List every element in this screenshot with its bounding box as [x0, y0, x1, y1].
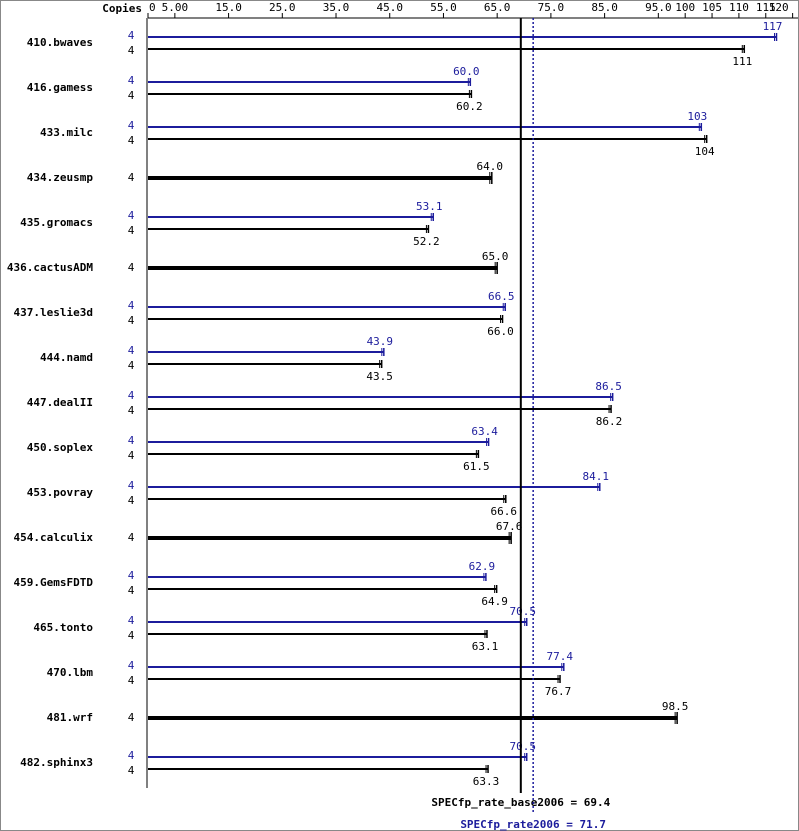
- reference-label: SPECfp_rate_base2006 = 69.4: [431, 796, 610, 809]
- benchmark-name: 416.gamess: [27, 81, 93, 94]
- copies-header: Copies: [102, 2, 142, 15]
- value-label: 103: [687, 110, 707, 123]
- copies: 4: [128, 261, 135, 274]
- benchmark-name: 470.lbm: [47, 666, 94, 679]
- value-label: 60.2: [456, 100, 483, 113]
- copies: 4: [128, 404, 135, 417]
- x-tick-label: 100: [675, 1, 695, 14]
- x-tick-label: 65.0: [484, 1, 511, 14]
- x-tick-label: 115: [756, 1, 776, 14]
- value-label: 84.1: [583, 470, 610, 483]
- x-tick-label: 45.0: [376, 1, 403, 14]
- value-label: 43.5: [366, 370, 393, 383]
- benchmark-name: 465.tonto: [33, 621, 93, 634]
- copies: 4: [128, 314, 135, 327]
- copies: 4: [128, 629, 135, 642]
- value-label: 66.6: [491, 505, 518, 518]
- benchmark-name: 410.bwaves: [27, 36, 93, 49]
- benchmark-name: 435.gromacs: [20, 216, 93, 229]
- value-label: 60.0: [453, 65, 480, 78]
- copies: 4: [128, 764, 135, 777]
- benchmark-name: 433.milc: [40, 126, 93, 139]
- copies: 4: [128, 389, 135, 402]
- value-label: 86.5: [595, 380, 622, 393]
- copies: 4: [128, 584, 135, 597]
- copies: 4: [128, 359, 135, 372]
- x-tick-label: 5.00: [162, 1, 189, 14]
- value-label: 111: [732, 55, 752, 68]
- reference-label: SPECfp_rate2006 = 71.7: [460, 818, 606, 831]
- benchmark-name: 459.GemsFDTD: [14, 576, 94, 589]
- value-label: 63.3: [473, 775, 500, 788]
- value-label: 43.9: [367, 335, 394, 348]
- value-label: 64.9: [481, 595, 508, 608]
- copies: 4: [128, 119, 135, 132]
- value-label: 52.2: [413, 235, 440, 248]
- value-label: 66.5: [488, 290, 515, 303]
- x-tick-label: 105: [702, 1, 722, 14]
- value-label: 66.0: [487, 325, 514, 338]
- copies: 4: [128, 344, 135, 357]
- copies: 4: [128, 171, 135, 184]
- value-label: 86.2: [596, 415, 623, 428]
- benchmark-name: 454.calculix: [14, 531, 94, 544]
- value-label: 70.5: [509, 740, 536, 753]
- x-tick-label: 85.0: [591, 1, 618, 14]
- copies: 4: [128, 674, 135, 687]
- value-label: 63.1: [472, 640, 499, 653]
- value-label: 63.4: [471, 425, 498, 438]
- value-label: 64.0: [477, 160, 504, 173]
- value-label: 98.5: [662, 700, 689, 713]
- x-tick-label: 35.0: [323, 1, 350, 14]
- copies: 4: [128, 449, 135, 462]
- copies: 4: [128, 29, 135, 42]
- copies: 4: [128, 74, 135, 87]
- value-label: 62.9: [469, 560, 496, 573]
- benchmark-name: 437.leslie3d: [14, 306, 93, 319]
- copies: 4: [128, 614, 135, 627]
- copies: 4: [128, 89, 135, 102]
- copies: 4: [128, 134, 135, 147]
- value-label: 70.5: [509, 605, 536, 618]
- benchmark-name: 450.soplex: [27, 441, 94, 454]
- copies: 4: [128, 224, 135, 237]
- value-label: 65.0: [482, 250, 509, 263]
- value-label: 117: [763, 20, 783, 33]
- value-label: 104: [695, 145, 715, 158]
- copies: 4: [128, 531, 135, 544]
- x-tick-label: 15.0: [215, 1, 242, 14]
- benchmark-name: 434.zeusmp: [27, 171, 94, 184]
- benchmark-name: 453.povray: [27, 486, 94, 499]
- x-tick-label: 75.0: [538, 1, 565, 14]
- benchmark-name: 482.sphinx3: [20, 756, 93, 769]
- value-label: 77.4: [547, 650, 574, 663]
- value-label: 67.6: [496, 520, 523, 533]
- copies: 4: [128, 749, 135, 762]
- copies: 4: [128, 299, 135, 312]
- x-tick-label: 95.0: [645, 1, 672, 14]
- copies: 4: [128, 44, 135, 57]
- copies: 4: [128, 479, 135, 492]
- copies: 4: [128, 711, 135, 724]
- value-label: 61.5: [463, 460, 490, 473]
- copies: 4: [128, 569, 135, 582]
- benchmark-name: 444.namd: [40, 351, 93, 364]
- copies: 4: [128, 494, 135, 507]
- x-tick-label: 25.0: [269, 1, 296, 14]
- copies: 4: [128, 659, 135, 672]
- benchmark-name: 436.cactusADM: [7, 261, 93, 274]
- copies: 4: [128, 434, 135, 447]
- value-label: 76.7: [545, 685, 572, 698]
- value-label: 53.1: [416, 200, 443, 213]
- x-tick-label: 0: [149, 1, 156, 14]
- benchmark-name: 447.dealII: [27, 396, 93, 409]
- x-tick-label: 110: [729, 1, 749, 14]
- x-tick-label: 55.0: [430, 1, 457, 14]
- copies: 4: [128, 209, 135, 222]
- x-tick-label: 120: [769, 1, 789, 14]
- benchmark-name: 481.wrf: [47, 711, 93, 724]
